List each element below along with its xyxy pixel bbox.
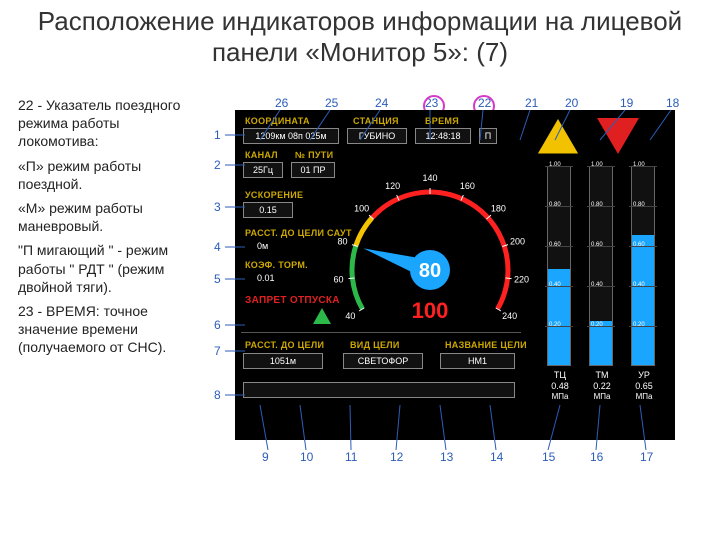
callout-left: 4 <box>214 240 221 254</box>
callout-top: 24 <box>375 96 388 110</box>
gauge-unit: МПа <box>545 392 575 401</box>
callout-bottom: 12 <box>390 450 403 464</box>
bottom-bar <box>243 382 515 398</box>
svg-text:140: 140 <box>422 173 437 183</box>
callout-left: 3 <box>214 200 221 214</box>
callout-bottom: 17 <box>640 450 653 464</box>
callout-bottom: 9 <box>262 450 269 464</box>
svg-text:220: 220 <box>514 275 529 285</box>
gauge-value: 0.48 <box>545 381 575 391</box>
callout-left: 6 <box>214 318 221 332</box>
value-channel: 25Гц <box>243 162 283 178</box>
label-accel: УСКОРЕНИЕ <box>245 190 303 200</box>
svg-text:120: 120 <box>385 181 400 191</box>
value-target-type: СВЕТОФОР <box>343 353 423 369</box>
callout-top: 26 <box>275 96 288 110</box>
legend-line: "П мигающий " - режим работы " РДТ " (ре… <box>18 241 198 296</box>
legend-block: 22 - Указатель поездного режима работы л… <box>18 96 198 362</box>
callout-bottom: 15 <box>542 450 555 464</box>
value-coord: 1209км 08п 025м <box>243 128 339 144</box>
callout-left: 1 <box>214 128 221 142</box>
svg-text:40: 40 <box>345 311 355 321</box>
svg-text:160: 160 <box>460 181 475 191</box>
gauge-name: УР <box>629 370 659 380</box>
label-brake-coef: КОЭФ. ТОРМ. <box>245 260 308 270</box>
label-target-type: ВИД ЦЕЛИ <box>350 340 400 350</box>
svg-text:180: 180 <box>491 203 506 213</box>
svg-text:240: 240 <box>502 311 517 321</box>
legend-line: «П» режим работы поездной. <box>18 157 198 193</box>
callout-top: 21 <box>525 96 538 110</box>
gauge-name: ТМ <box>587 370 617 380</box>
gauge-unit: МПа <box>587 392 617 401</box>
callout-bottom: 13 <box>440 450 453 464</box>
label-coord: КООРДИНАТА <box>245 116 310 126</box>
label-channel: КАНАЛ <box>245 150 278 160</box>
label-station: СТАНЦИЯ <box>353 116 399 126</box>
gauge-value: 0.65 <box>629 381 659 391</box>
value-dist-target: 1051м <box>243 353 323 369</box>
callout-bottom: 14 <box>490 450 503 464</box>
value-mode: П <box>479 128 497 144</box>
svg-text:100: 100 <box>412 298 449 323</box>
svg-text:100: 100 <box>354 203 369 213</box>
label-target-name: НАЗВАНИЕ ЦЕЛИ <box>445 340 527 350</box>
callout-top: 19 <box>620 96 633 110</box>
red-triangle-icon <box>595 116 641 156</box>
monitor-panel: КООРДИНАТА СТАНЦИЯ ВРЕМЯ 1209км 08п 025м… <box>235 110 675 440</box>
callout-left: 2 <box>214 158 221 172</box>
gauge-value: 0.22 <box>587 381 617 391</box>
yellow-triangle-icon <box>535 116 581 156</box>
callout-top: 18 <box>666 96 679 110</box>
callout-left: 8 <box>214 388 221 402</box>
legend-line: «М» режим работы маневровый. <box>18 199 198 235</box>
label-dist-target: РАССТ. ДО ЦЕЛИ <box>245 340 324 350</box>
svg-text:80: 80 <box>337 237 347 247</box>
callout-left: 7 <box>214 344 221 358</box>
gauge-unit: МПа <box>629 392 659 401</box>
callout-bottom: 16 <box>590 450 603 464</box>
callout-bottom: 11 <box>345 450 357 464</box>
pressure-gauge <box>589 166 613 366</box>
value-station: ГУБИНО <box>347 128 407 144</box>
svg-text:200: 200 <box>510 237 525 247</box>
legend-line: 23 - ВРЕМЯ: точное значение времени (пол… <box>18 302 198 357</box>
callout-top: 20 <box>565 96 578 110</box>
svg-text:80: 80 <box>419 260 441 282</box>
callout-bottom: 10 <box>300 450 313 464</box>
svg-text:60: 60 <box>333 275 343 285</box>
label-time: ВРЕМЯ <box>425 116 459 126</box>
gauge-name: ТЦ <box>545 370 575 380</box>
callout-top: 25 <box>325 96 338 110</box>
value-accel: 0.15 <box>243 202 293 218</box>
speedometer: 40 60 80 100 120 140 160 180 200 220 240 80 100 <box>325 155 535 335</box>
pressure-gauge <box>631 166 655 366</box>
pressure-gauge <box>547 166 571 366</box>
slide-title: Расположение индикаторов информации на л… <box>20 6 700 68</box>
value-dist-saut: 0м <box>257 241 268 251</box>
callout-left: 5 <box>214 272 221 286</box>
value-time: 12:48:18 <box>415 128 471 144</box>
legend-line: 22 - Указатель поездного режима работы л… <box>18 96 198 151</box>
value-brake-coef: 0.01 <box>257 273 275 283</box>
value-target-name: НМ1 <box>440 353 515 369</box>
